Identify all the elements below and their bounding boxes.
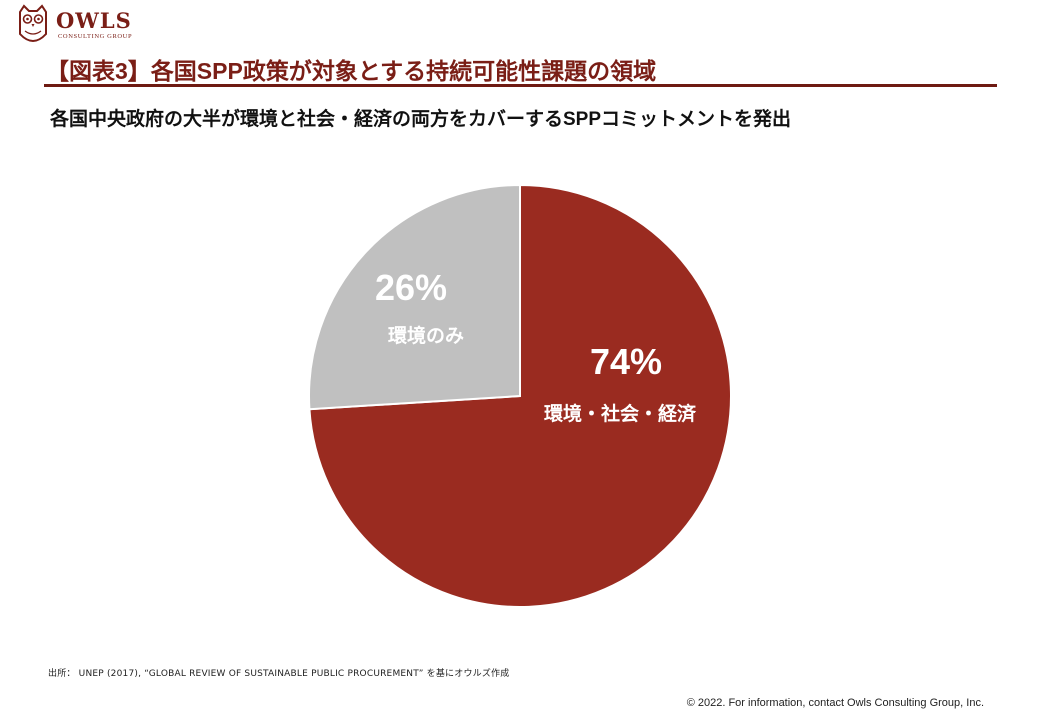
slice-category-label-1: 環境のみ — [388, 324, 464, 347]
title-divider — [44, 84, 997, 87]
slice-value-label-1: 26% — [375, 267, 447, 308]
page-title: 【図表3】各国SPP政策が対象とする持続可能性課題の領域 — [46, 58, 657, 84]
logo-subtext: CONSULTING GROUP — [58, 33, 133, 40]
slice-value-label-0: 74% — [590, 341, 662, 382]
company-logo: OWLS CONSULTING GROUP — [14, 4, 154, 48]
page-subtitle: 各国中央政府の大半が環境と社会・経済の両方をカバーするSPPコミットメントを発出 — [50, 109, 792, 130]
pie-slice-1 — [308, 183, 521, 411]
logo-wordmark: OWLS — [56, 8, 132, 33]
owl-icon — [19, 4, 47, 42]
source-note: 出所： UNEP (2017), “GLOBAL REVIEW OF SUSTA… — [48, 669, 510, 679]
slice-category-label-0: 環境・社会・経済 — [544, 402, 697, 425]
copyright-note: © 2022. For information, contact Owls Co… — [686, 697, 984, 709]
